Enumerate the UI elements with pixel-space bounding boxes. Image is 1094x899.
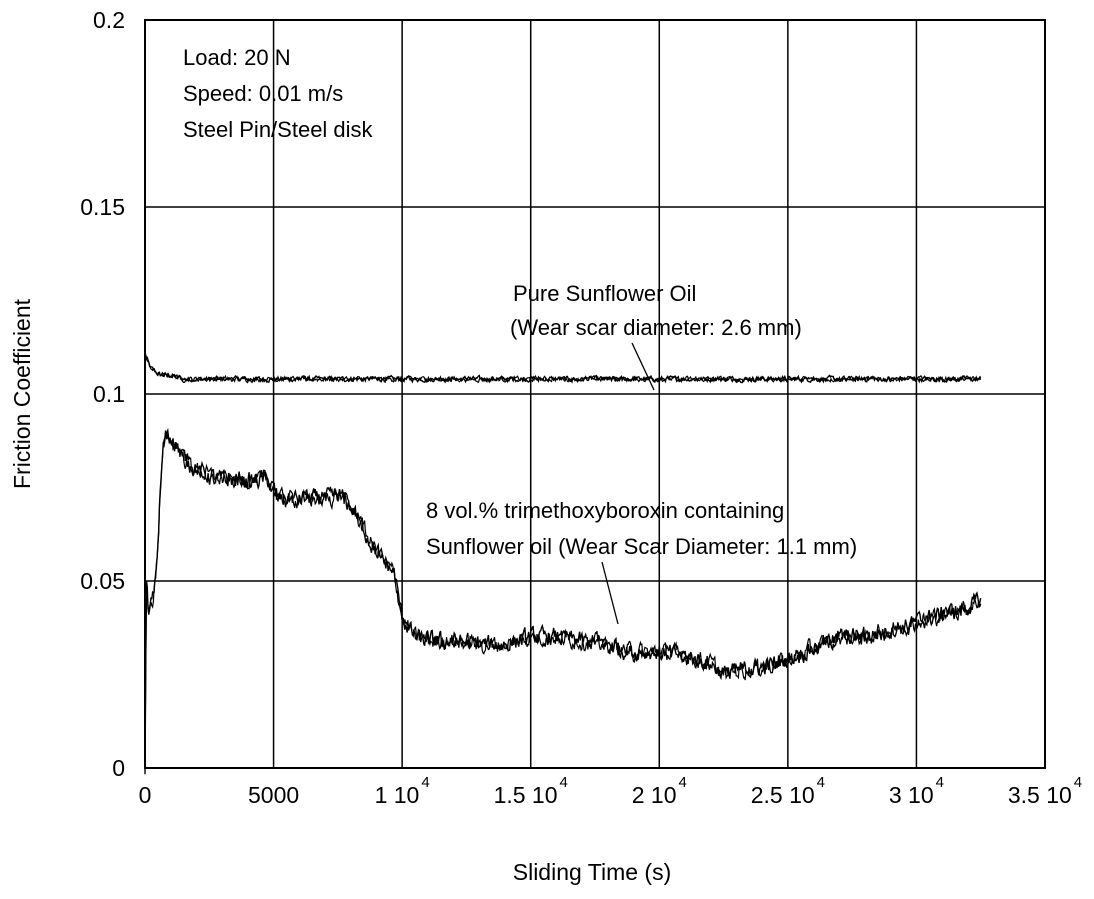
plot-frame — [144, 19, 1046, 769]
x-tick-label: 1 10 4 — [375, 774, 430, 807]
condition-speed: Speed: 0.01 m/s — [183, 81, 343, 106]
pure-oil-label: Pure Sunflower Oil — [513, 281, 696, 306]
y-tick-labels: 0 0.05 0.1 0.15 0.2 — [80, 7, 125, 781]
y-tick-label: 0.05 — [80, 568, 125, 594]
series-2-run-a — [144, 432, 982, 775]
y-axis-title: Friction Coefficient — [9, 298, 35, 489]
pure-oil-wear-scar: (Wear scar diameter: 2.6 mm) — [510, 315, 802, 340]
additive-oil-label: 8 vol.% trimethoxyboroxin containing — [426, 498, 784, 523]
series-2-run-b — [144, 427, 982, 764]
x-axis-title: Sliding Time (s) — [513, 859, 671, 885]
pure-oil-leader-line — [631, 342, 655, 391]
series-1-run-b — [144, 354, 982, 384]
condition-materials: Steel Pin/Steel disk — [183, 117, 374, 142]
y-tick-label: 0.15 — [80, 194, 125, 220]
x-tick-label: 3.5 10 4 — [1008, 774, 1082, 807]
pure-oil-annotation: Pure Sunflower Oil (Wear scar diameter: … — [510, 281, 802, 391]
x-tick-label: 1.5 10 4 — [494, 774, 568, 807]
y-tick-label: 0.1 — [93, 381, 125, 407]
series-2-group — [144, 427, 982, 775]
x-tick-labels: 0 5000 1 10 4 1.5 10 4 2 10 4 2.5 10 4 3 10 4 3.5 10… — [139, 774, 1083, 807]
y-tick-label: 0 — [112, 755, 125, 781]
x-tick-label: 5000 — [248, 782, 299, 808]
series-layer — [144, 352, 982, 775]
additive-oil-wear-scar: Sunflower oil (Wear Scar Diameter: 1.1 m… — [426, 534, 857, 559]
condition-load: Load: 20 N — [183, 45, 291, 70]
series-1-group — [144, 352, 982, 384]
x-tick-label: 3 10 4 — [889, 774, 944, 807]
x-tick-label: 0 — [139, 782, 152, 808]
test-conditions: Load: 20 N Speed: 0.01 m/s Steel Pin/Ste… — [183, 45, 374, 142]
x-tick-label: 2.5 10 4 — [751, 774, 825, 807]
additive-oil-leader-line — [601, 561, 619, 625]
additive-oil-annotation: 8 vol.% trimethoxyboroxin containing Sun… — [426, 498, 857, 625]
x-tick-label: 2 10 4 — [632, 774, 687, 807]
y-tick-label: 0.2 — [93, 7, 125, 33]
